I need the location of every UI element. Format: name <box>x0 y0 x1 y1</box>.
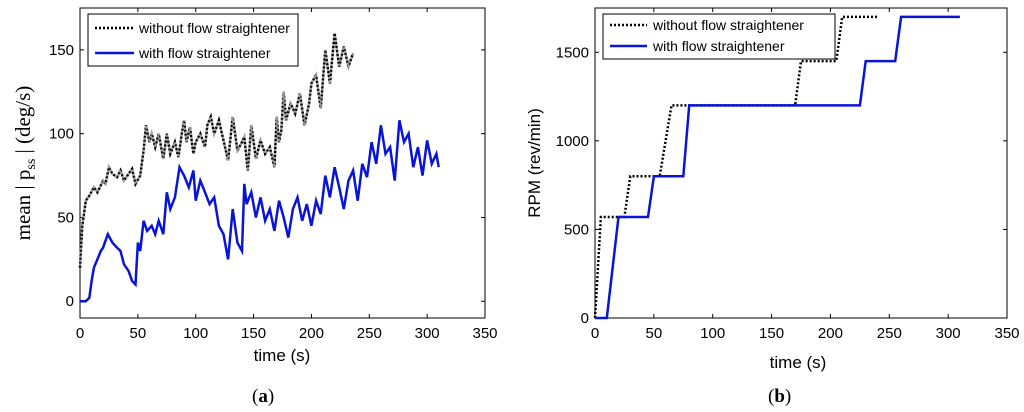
chart-b-legend: without flow straightener with flow stra… <box>602 13 836 60</box>
chart-b-x-tick-label: 300 <box>936 325 961 342</box>
chart-b-x-tick-label: 250 <box>877 325 902 342</box>
chart-b-x-tick-label: 350 <box>994 325 1019 342</box>
chart-a-y-ticks: 0 50 100 150 <box>49 42 485 310</box>
chart-a-x-tick-label: 250 <box>357 325 382 342</box>
chart-b-x-tick-label: 50 <box>646 325 663 342</box>
chart-a-x-tick-label: 100 <box>183 325 208 342</box>
chart-a-x-tick-label: 200 <box>299 325 324 342</box>
chart-a-x-axis-label: time (s) <box>254 346 311 365</box>
chart-b-y-tick-label: 0 <box>581 310 589 327</box>
chart-a-y-tick-label: 150 <box>49 42 74 59</box>
chart-b-x-axis-label: time (s) <box>770 353 827 372</box>
chart-b-legend-without-label: without flow straightener <box>652 17 804 33</box>
chart-a-y-tick-label: 100 <box>49 126 74 143</box>
chart-a-x-ticks: 0 50 100 150 200 250 300 350 <box>76 8 498 342</box>
chart-a-legend-box <box>87 13 299 67</box>
chart-b-legend-box <box>602 13 836 60</box>
chart-b-y-tick-label: 500 <box>564 221 589 238</box>
chart-a-legend: without flow straightener with flow stra… <box>87 13 299 67</box>
chart-b-y-ticks: 0 500 1000 1500 <box>556 44 1007 327</box>
chart-a-series-without-grey-line <box>78 32 355 268</box>
chart-b-plot-area <box>594 7 1008 319</box>
chart-b-x-tick-label: 0 <box>591 325 599 342</box>
chart-a-panel-label: (a) <box>252 386 274 407</box>
chart-b: 0 50 100 150 200 250 300 350 0 500 1000 1500 time … <box>525 7 1020 407</box>
chart-a-x-tick-label: 150 <box>241 325 266 342</box>
chart-b-y-tick-label: 1500 <box>556 44 589 61</box>
chart-a-series-without-line <box>78 32 355 268</box>
chart-a: 0 50 100 150 200 250 300 350 0 50 100 150 time (s)… <box>11 7 498 407</box>
chart-a-y-tick-label: 50 <box>57 209 74 226</box>
chart-a-x-tick-label: 300 <box>415 325 440 342</box>
chart-b-x-tick-label: 150 <box>759 325 784 342</box>
chart-b-x-ticks: 0 50 100 150 200 250 300 350 <box>591 8 1020 342</box>
chart-b-y-tick-label: 1000 <box>556 133 589 150</box>
chart-a-y-tick-label: 0 <box>66 293 74 310</box>
chart-a-series-with-line <box>80 120 440 303</box>
chart-b-panel-label: (b) <box>768 386 791 407</box>
chart-a-legend-without-label: without flow straightener <box>138 20 290 36</box>
chart-a-x-tick-label: 50 <box>130 325 147 342</box>
chart-b-y-axis-label: RPM (rev/min) <box>525 108 544 218</box>
chart-b-series-with-line <box>595 15 960 320</box>
chart-a-x-tick-label: 350 <box>472 325 497 342</box>
chart-a-y-axis-label: mean | pss | (deg/s) <box>11 86 39 241</box>
chart-b-x-tick-label: 100 <box>700 325 725 342</box>
chart-b-x-tick-label: 200 <box>818 325 843 342</box>
chart-a-legend-with-label: with flow straightener <box>138 45 271 61</box>
chart-a-x-tick-label: 0 <box>76 325 84 342</box>
chart-b-series-without-line <box>593 15 878 319</box>
chart-b-legend-with-label: with flow straightener <box>652 38 785 54</box>
